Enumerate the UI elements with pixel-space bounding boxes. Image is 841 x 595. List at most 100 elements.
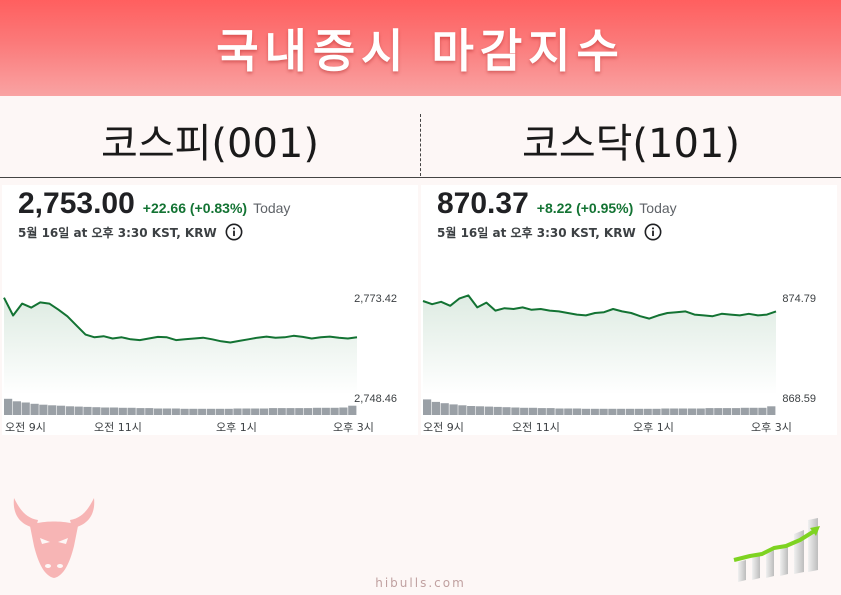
volume-bar [83, 406, 92, 415]
vertical-divider [420, 114, 421, 176]
kosdaq-x-ticks: 오전 9시 오전 11시 오후 1시 오후 3시 [423, 421, 792, 434]
volume-bar [277, 408, 286, 415]
volume-bar [634, 408, 643, 415]
volume-bar [767, 406, 776, 415]
kosdaq-volume-bars [423, 399, 776, 415]
kosdaq-heading: 코스닥(101) [522, 121, 740, 167]
kosdaq-y-low-label: 868.59 [782, 393, 816, 405]
kosdaq-price-line [422, 294, 777, 320]
volume-bar [723, 408, 732, 415]
volume-bar [573, 408, 582, 415]
kospi-area-fill [4, 297, 357, 395]
volume-bar [233, 408, 242, 415]
volume-bar [652, 408, 661, 415]
kosdaq-timestamp: 5월 16일 at 오후 3:30 KST, KRW [437, 225, 636, 240]
volume-bar [198, 408, 207, 415]
volume-bar [224, 408, 233, 415]
volume-bar [528, 407, 538, 415]
watermark: hibulls.com [375, 576, 466, 590]
volume-bar [678, 408, 688, 415]
volume-bar [608, 408, 617, 415]
x-tick-label: 오후 1시 [216, 421, 257, 434]
volume-bar [215, 408, 224, 415]
kospi-y-high-label: 2,773.42 [354, 293, 397, 305]
volume-bar [207, 408, 216, 415]
volume-bar [101, 407, 110, 415]
kospi-panel: 2,753.00 +22.66 (+0.83%) Today 5월 16일 at… [2, 185, 418, 435]
x-tick-label: 오후 3시 [333, 421, 374, 434]
x-tick-label: 오전 11시 [94, 421, 142, 434]
kospi-price: 2,753.00 [18, 187, 135, 220]
volume-bar [154, 408, 163, 415]
volume-bar [493, 406, 502, 415]
title-banner: 국내증시 마감지수 [0, 0, 841, 96]
volume-bar [431, 401, 440, 415]
x-tick-label: 오전 11시 [512, 421, 560, 434]
kosdaq-y-high-label: 874.79 [782, 293, 816, 305]
bull-icon [13, 498, 95, 578]
kospi-today-label: Today [253, 200, 291, 216]
info-icon[interactable] [225, 223, 243, 241]
volume-bar [423, 399, 432, 415]
volume-bar [590, 408, 599, 415]
volume-bar [555, 408, 564, 415]
volume-bar [74, 406, 83, 415]
x-tick-label: 오전 9시 [423, 421, 464, 434]
volume-bar [189, 408, 198, 415]
volume-bar [661, 408, 670, 415]
volume-bar [564, 408, 573, 415]
rising-graph-icon [716, 516, 828, 588]
volume-bar [749, 407, 758, 415]
volume-bar [758, 407, 767, 415]
volume-bar [304, 408, 313, 415]
kospi-timestamp: 5월 16일 at 오후 3:30 KST, KRW [18, 225, 217, 240]
volume-bar [670, 408, 679, 415]
volume-bar [321, 407, 330, 415]
volume-bar [581, 408, 590, 415]
volume-bar [626, 408, 635, 415]
kosdaq-area-fill [423, 295, 776, 395]
volume-bar [65, 406, 74, 415]
volume-bar [449, 404, 458, 415]
kosdaq-today-label: Today [639, 200, 677, 216]
volume-bar [109, 407, 119, 415]
volume-bar [475, 406, 485, 415]
kospi-heading: 코스피(001) [101, 121, 319, 167]
x-tick-label: 오후 1시 [633, 421, 674, 434]
volume-bar [145, 408, 154, 415]
volume-bar [511, 407, 520, 415]
kospi-price-line [3, 297, 358, 344]
volume-bar [21, 402, 30, 415]
info-icon[interactable] [644, 223, 662, 241]
volume-bar [599, 408, 608, 415]
volume-bar [171, 408, 180, 415]
kospi-chart: 2,773.42 2,748.46 오전 9시 오전 11시 오후 1시 오후 … [3, 293, 397, 434]
volume-bar [4, 398, 13, 415]
volume-bar [30, 403, 39, 415]
horizontal-divider [0, 177, 841, 178]
volume-bar [136, 408, 145, 415]
kosdaq-price: 870.37 [437, 187, 529, 220]
volume-bar [484, 406, 493, 415]
kospi-x-ticks: 오전 9시 오전 11시 오후 1시 오후 3시 [5, 421, 374, 434]
kospi-timestamp-row: 5월 16일 at 오후 3:30 KST, KRW [18, 223, 243, 241]
volume-bar [268, 408, 277, 415]
volume-bar [440, 403, 449, 415]
kospi-y-low-label: 2,748.46 [354, 393, 397, 405]
volume-bar [731, 408, 741, 415]
volume-bar [502, 407, 511, 415]
kosdaq-timestamp-row: 5월 16일 at 오후 3:30 KST, KRW [437, 223, 662, 241]
volume-bar [458, 405, 467, 415]
volume-bar [740, 407, 749, 415]
volume-bar [705, 408, 714, 415]
kospi-volume-bars [4, 398, 357, 415]
volume-bar [714, 408, 723, 415]
volume-bar [39, 404, 48, 415]
volume-bar [546, 408, 555, 415]
volume-bar [339, 407, 348, 415]
volume-bar [687, 408, 696, 415]
volume-bar [312, 407, 322, 415]
volume-bar [696, 408, 705, 415]
volume-bar [162, 408, 171, 415]
volume-bar [180, 408, 189, 415]
